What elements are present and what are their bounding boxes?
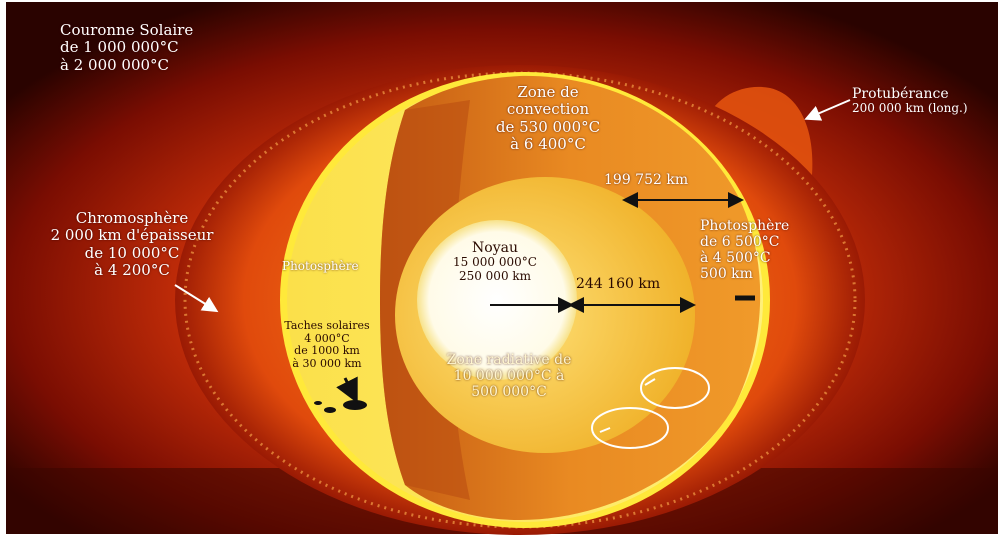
radiative-label-line2: 10 000 000°C à [453, 368, 565, 385]
photosphere-right-label: Photosphère de 6 500°C à 4 500°C 500 km [700, 218, 789, 282]
photosphere-right-label-line1: Photosphère [700, 218, 790, 234]
convection-label-line2: convection [506, 100, 590, 119]
convection-swirls [591, 367, 710, 449]
convection-label-line4: à 6 400°C [510, 134, 586, 153]
chromosphere-label: Chromosphère 2 000 km d'épaisseur de 10 … [32, 209, 232, 279]
photosphere-right-label-line3: à 4 500°C [700, 250, 771, 267]
corona-label-line1: Couronne Solaire [60, 21, 194, 39]
chromosphere-arrow [174, 284, 219, 313]
chromosphere-label-line2: 2 000 km d'épaisseur [50, 226, 214, 245]
sunspots-label-line3: de 1000 km [294, 344, 360, 358]
chromosphere-label-line1: Chromosphère [75, 209, 189, 227]
radiative-label: Zone radiative de 10 000 000°C à 500 000… [434, 352, 584, 400]
core-label: Noyau 15 000 000°C 250 000 km [432, 240, 558, 284]
photosphere-right-label-line4: 500 km [700, 266, 753, 283]
core-label-line1: Noyau [472, 240, 518, 256]
radiative-label-line3: 500 000°C [471, 384, 547, 401]
core-label-line2: 15 000 000°C [453, 255, 537, 270]
photosphere-right-label-line2: de 6 500°C [700, 234, 780, 251]
sunspot-arrow [336, 376, 358, 404]
radiative-label-line1: Zone radiative de [446, 352, 572, 368]
chromosphere-label-line4: à 4 200°C [94, 260, 170, 279]
sunspots-label: Taches solaires 4 000°C de 1000 km à 30 … [278, 319, 376, 371]
chromosphere-label-line3: de 10 000°C [84, 243, 180, 262]
prominence-label: Protubérance 200 000 km (long.) [852, 86, 968, 116]
prominence-arrow [804, 99, 851, 121]
photosphere-left-label: Photosphère [282, 259, 359, 273]
corona-label-line3: à 2 000 000°C [60, 55, 170, 74]
prominence-label-line1: Protubérance [852, 86, 949, 102]
convection-label: Zone de convection de 530 000°C à 6 400°… [478, 83, 618, 153]
radiative-width-label: 244 160 km [576, 276, 661, 292]
convection-width-label: 199 752 km [604, 172, 689, 188]
chromosphere-texture [183, 71, 857, 529]
sunspots-label-line1: Taches solaires [284, 319, 370, 332]
sunspots-label-line2: 4 000°C [304, 331, 350, 345]
sunspots-label-line4: à 30 000 km [292, 356, 362, 370]
prominence-label-line2: 200 000 km (long.) [852, 101, 968, 116]
corona-label: Couronne Solaire de 1 000 000°C à 2 000 … [60, 21, 194, 74]
convection-label-line3: de 530 000°C [495, 117, 601, 136]
core [417, 220, 577, 380]
corona-label-line2: de 1 000 000°C [60, 38, 179, 57]
core-label-line3: 250 000 km [458, 268, 532, 283]
convection-label-line1: Zone de [517, 83, 579, 101]
